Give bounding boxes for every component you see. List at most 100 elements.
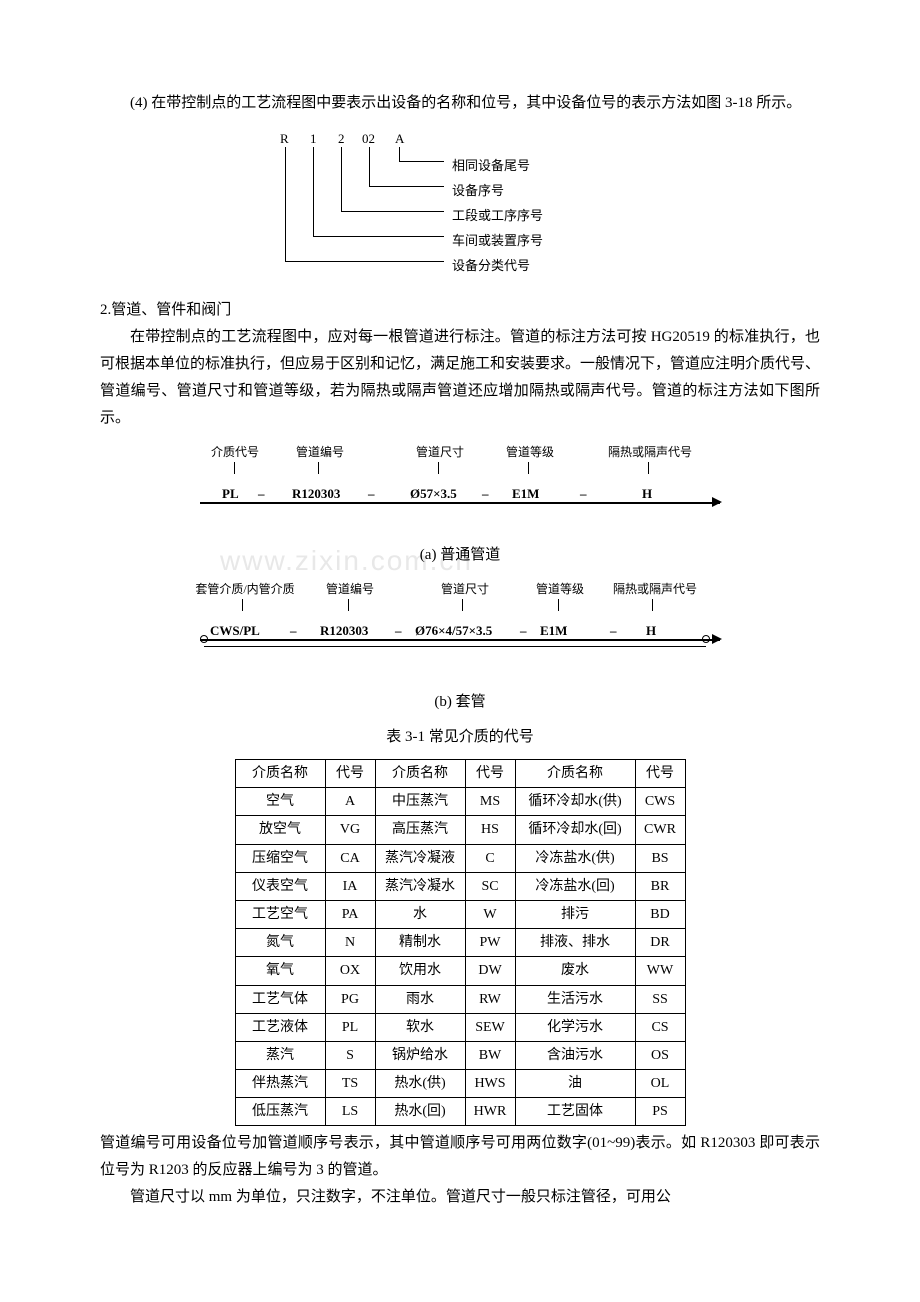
table-cell: PG <box>325 985 375 1013</box>
equip-label-0: 相同设备尾号 <box>452 154 530 177</box>
table-header-row: 介质名称 代号 介质名称 代号 介质名称 代号 <box>235 760 685 788</box>
table-cell: PS <box>635 1098 685 1126</box>
table-cell: PW <box>465 929 515 957</box>
caption-b: (b) 套管 <box>100 689 820 716</box>
table-cell: 放空气 <box>235 816 325 844</box>
table-cell: CWR <box>635 816 685 844</box>
paragraph-pipes: 在带控制点的工艺流程图中，应对每一根管道进行标注。管道的标注方法可按 HG205… <box>100 324 820 432</box>
table-cell: 雨水 <box>375 985 465 1013</box>
table-cell: 工艺气体 <box>235 985 325 1013</box>
table-cell: LS <box>325 1098 375 1126</box>
table-cell: CWS <box>635 788 685 816</box>
table-cell: HS <box>465 816 515 844</box>
equip-label-3: 车间或装置序号 <box>452 229 543 252</box>
table-cell: 冷冻盐水(回) <box>515 872 635 900</box>
table-cell: SS <box>635 985 685 1013</box>
table-cell: 工艺液体 <box>235 1013 325 1041</box>
th-4: 介质名称 <box>515 760 635 788</box>
pd-b-lab1: 管道编号 <box>310 579 390 601</box>
table-row: 氮气N精制水PW排液、排水DR <box>235 929 685 957</box>
table-cell: 软水 <box>375 1013 465 1041</box>
paragraph-equipment-intro: (4) 在带控制点的工艺流程图中要表示出设备的名称和位号，其中设备位号的表示方法… <box>100 90 820 117</box>
table-cell: 高压蒸汽 <box>375 816 465 844</box>
pd-a-lab2: 管道尺寸 <box>400 442 480 464</box>
table-cell: 循环冷却水(供) <box>515 788 635 816</box>
table-cell: 化学污水 <box>515 1013 635 1041</box>
table-cell: 水 <box>375 900 465 928</box>
table-cell: 含油污水 <box>515 1041 635 1069</box>
table-row: 工艺空气PA水W排污BD <box>235 900 685 928</box>
media-code-table: 介质名称 代号 介质名称 代号 介质名称 代号 空气A中压蒸汽MS循环冷却水(供… <box>235 759 686 1126</box>
table-cell: 生活污水 <box>515 985 635 1013</box>
section-pipes-heading: 2.管道、管件和阀门 <box>100 297 820 324</box>
pd-a-lab3: 管道等级 <box>490 442 570 464</box>
table-cell: 压缩空气 <box>235 844 325 872</box>
caption-a: www.zixin.com.cn (a) 普通管道 <box>100 542 820 569</box>
table-cell: PL <box>325 1013 375 1041</box>
th-0: 介质名称 <box>235 760 325 788</box>
table-cell: PA <box>325 900 375 928</box>
table-row: 工艺气体PG雨水RW生活污水SS <box>235 985 685 1013</box>
table-cell: TS <box>325 1070 375 1098</box>
table-cell: 废水 <box>515 957 635 985</box>
table-cell: CS <box>635 1013 685 1041</box>
pd-a-lab0: 介质代号 <box>200 442 270 464</box>
equip-label-1: 设备序号 <box>452 179 504 202</box>
table-cell: N <box>325 929 375 957</box>
th-5: 代号 <box>635 760 685 788</box>
table-cell: WW <box>635 957 685 985</box>
table-row: 放空气VG高压蒸汽HS循环冷却水(回)CWR <box>235 816 685 844</box>
pd-b-lab0: 套管介质/内管介质 <box>180 579 310 601</box>
table-cell: SC <box>465 872 515 900</box>
table-cell: 蒸汽冷凝液 <box>375 844 465 872</box>
equipment-number-diagram: R 1 2 02 A 相同设备尾号 设备序号 工段或工序序号 车间或装置序号 设… <box>100 127 820 287</box>
table-cell: HWS <box>465 1070 515 1098</box>
table-cell: 循环冷却水(回) <box>515 816 635 844</box>
table-cell: C <box>465 844 515 872</box>
table-cell: 工艺固体 <box>515 1098 635 1126</box>
table-cell: MS <box>465 788 515 816</box>
th-1: 代号 <box>325 760 375 788</box>
pipe-diagram-a: 介质代号 管道编号 管道尺寸 管道等级 隔热或隔声代号 PL – R120303… <box>100 442 820 532</box>
table-cell: SEW <box>465 1013 515 1041</box>
paragraph-pipe-size: 管道尺寸以 mm 为单位，只注数字，不注单位。管道尺寸一般只标注管径，可用公 <box>100 1184 820 1211</box>
table-cell: 油 <box>515 1070 635 1098</box>
table-cell: 饮用水 <box>375 957 465 985</box>
pd-a-lab4: 隔热或隔声代号 <box>590 442 710 464</box>
table-cell: 中压蒸汽 <box>375 788 465 816</box>
table-cell: 空气 <box>235 788 325 816</box>
table-cell: OS <box>635 1041 685 1069</box>
table-cell: BS <box>635 844 685 872</box>
table-cell: DR <box>635 929 685 957</box>
table-row: 蒸汽S锅炉给水BW含油污水OS <box>235 1041 685 1069</box>
table-cell: 氧气 <box>235 957 325 985</box>
table-row: 工艺液体PL软水SEW化学污水CS <box>235 1013 685 1041</box>
table-cell: 精制水 <box>375 929 465 957</box>
table-cell: A <box>325 788 375 816</box>
table-cell: DW <box>465 957 515 985</box>
table-cell: BR <box>635 872 685 900</box>
caption-a-text: (a) 普通管道 <box>420 547 500 563</box>
pd-b-lab4: 隔热或隔声代号 <box>600 579 710 601</box>
table-row: 低压蒸汽LS热水(回)HWR工艺固体PS <box>235 1098 685 1126</box>
pipe-diagram-b: 套管介质/内管介质 管道编号 管道尺寸 管道等级 隔热或隔声代号 CWS/PL … <box>100 579 820 679</box>
th-3: 代号 <box>465 760 515 788</box>
table-cell: 伴热蒸汽 <box>235 1070 325 1098</box>
table-cell: 蒸汽冷凝水 <box>375 872 465 900</box>
th-2: 介质名称 <box>375 760 465 788</box>
table-cell: 冷冻盐水(供) <box>515 844 635 872</box>
table-row: 空气A中压蒸汽MS循环冷却水(供)CWS <box>235 788 685 816</box>
table-cell: 排液、排水 <box>515 929 635 957</box>
pd-a-lab1: 管道编号 <box>280 442 360 464</box>
equip-label-2: 工段或工序序号 <box>452 204 543 227</box>
table-cell: S <box>325 1041 375 1069</box>
table-cell: HWR <box>465 1098 515 1126</box>
table-cell: IA <box>325 872 375 900</box>
table-title: 表 3-1 常见介质的代号 <box>100 724 820 751</box>
table-cell: 排污 <box>515 900 635 928</box>
table-cell: 蒸汽 <box>235 1041 325 1069</box>
table-cell: 低压蒸汽 <box>235 1098 325 1126</box>
pd-b-lab3: 管道等级 <box>520 579 600 601</box>
table-cell: RW <box>465 985 515 1013</box>
equip-label-4: 设备分类代号 <box>452 254 530 277</box>
